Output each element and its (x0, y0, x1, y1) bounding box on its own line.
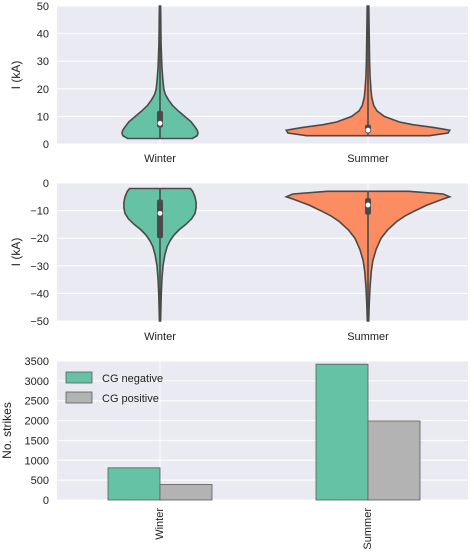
x-tick-label: Winter (154, 508, 166, 540)
violin-chart-positive-current: 0 10 20 30 40 50 Winter Summer I (kA) (9, 1, 468, 165)
legend-swatch (65, 391, 93, 404)
y-tick-label: 1000 (25, 455, 49, 467)
plot-background (57, 6, 468, 144)
bar-cg-positive (367, 420, 421, 501)
y-tick-label: 50 (37, 1, 49, 13)
y-axis-label: I (kA) (9, 238, 23, 267)
y-tick-label: −20 (30, 233, 49, 245)
y-axis-label: I (kA) (9, 61, 23, 90)
violin-chart-negative-current: 0 −10 −20 −30 −40 −50 Winter Summer I (kA) (9, 178, 468, 343)
y-tick-label: −10 (30, 206, 49, 218)
y-tick-label: 500 (31, 475, 49, 487)
bar-cg-negative (315, 363, 369, 501)
y-tick-label: 0 (43, 495, 49, 507)
x-tick-label: Summer (347, 153, 389, 165)
y-axis-label: No. strikes (0, 402, 14, 459)
y-tick-label: 3500 (25, 356, 49, 368)
x-tick-label: Summer (362, 508, 374, 550)
violin-median-marker (365, 202, 371, 208)
bar-cg-negative (107, 467, 161, 501)
legend-swatch (65, 371, 93, 384)
y-tick-label: −30 (30, 261, 49, 273)
y-tick-label: 40 (37, 29, 49, 41)
y-tick-label: 0 (43, 139, 49, 151)
y-tick-label: 2500 (25, 396, 49, 408)
y-tick-label: 0 (43, 178, 49, 190)
y-tick-label: −40 (30, 288, 49, 300)
x-tick-label: Summer (347, 331, 389, 343)
legend-label: CG positive (102, 393, 159, 405)
bar-cg-positive (159, 484, 213, 501)
y-tick-label: 3000 (25, 376, 49, 388)
y-tick-label: 10 (37, 111, 49, 123)
y-tick-label: 2000 (25, 416, 49, 428)
violin-median-marker (365, 127, 371, 133)
x-tick-label: Winter (144, 153, 176, 165)
bar-chart-strike-counts: 0 500 1000 1500 2000 2500 3000 3500 Winter Summer… (0, 356, 468, 550)
violin-iqr-box (157, 199, 163, 239)
y-tick-label: −50 (30, 316, 49, 328)
y-tick-label: 30 (37, 56, 49, 68)
legend-label: CG negative (102, 373, 163, 385)
y-tick-label: 1500 (25, 435, 49, 447)
y-tick-label: 20 (37, 84, 49, 96)
violin-median-marker (157, 210, 163, 216)
x-tick-label: Winter (144, 331, 176, 343)
violin-median-marker (157, 120, 163, 126)
